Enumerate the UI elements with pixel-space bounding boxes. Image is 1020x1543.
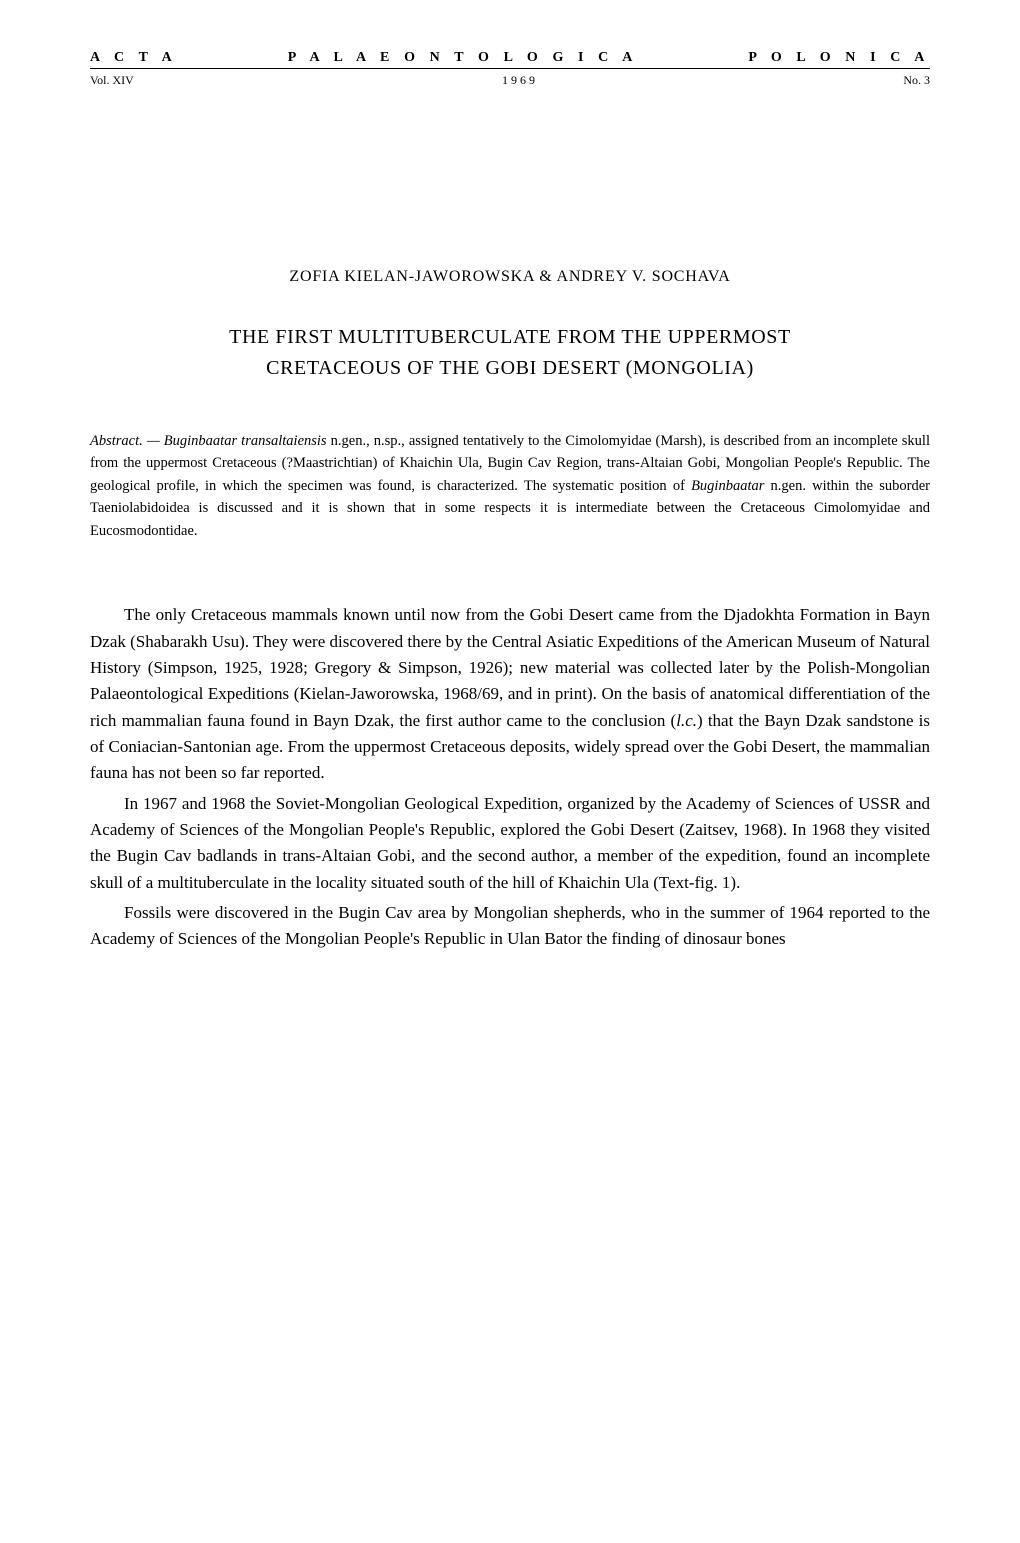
issue-number: No. 3 bbox=[903, 73, 930, 88]
body-paragraph-1: The only Cretaceous mammals known until … bbox=[90, 602, 930, 786]
year-label: 1 9 6 9 bbox=[502, 73, 535, 88]
body-paragraph-2: In 1967 and 1968 the Soviet-Mongolian Ge… bbox=[90, 791, 930, 896]
journal-suffix: P O L O N I C A bbox=[748, 50, 930, 66]
volume-label: Vol. XIV bbox=[90, 73, 134, 88]
journal-header: A C T A P A L A E O N T O L O G I C A P … bbox=[90, 50, 930, 69]
journal-prefix: A C T A bbox=[90, 50, 177, 66]
journal-subheader: Vol. XIV 1 9 6 9 No. 3 bbox=[90, 69, 930, 88]
abstract-species1: Buginbaatar transaltaiensis bbox=[164, 433, 327, 449]
journal-name: P A L A E O N T O L O G I C A bbox=[288, 50, 638, 66]
paper-title-line2: CRETACEOUS OF THE GOBI DESERT (MONGOLIA) bbox=[90, 357, 930, 380]
abstract-label: Abstract. — bbox=[90, 433, 164, 449]
abstract: Abstract. — Buginbaatar transaltaiensis … bbox=[90, 430, 930, 542]
abstract-species2: Buginbaatar bbox=[691, 478, 764, 494]
authors: ZOFIA KIELAN-JAWOROWSKA & ANDREY V. SOCH… bbox=[90, 268, 930, 286]
body-paragraph-3: Fossils were discovered in the Bugin Cav… bbox=[90, 900, 930, 953]
p1-italic: l.c. bbox=[676, 711, 697, 730]
paper-title-line1: THE FIRST MULTITUBERCULATE FROM THE UPPE… bbox=[90, 326, 930, 349]
